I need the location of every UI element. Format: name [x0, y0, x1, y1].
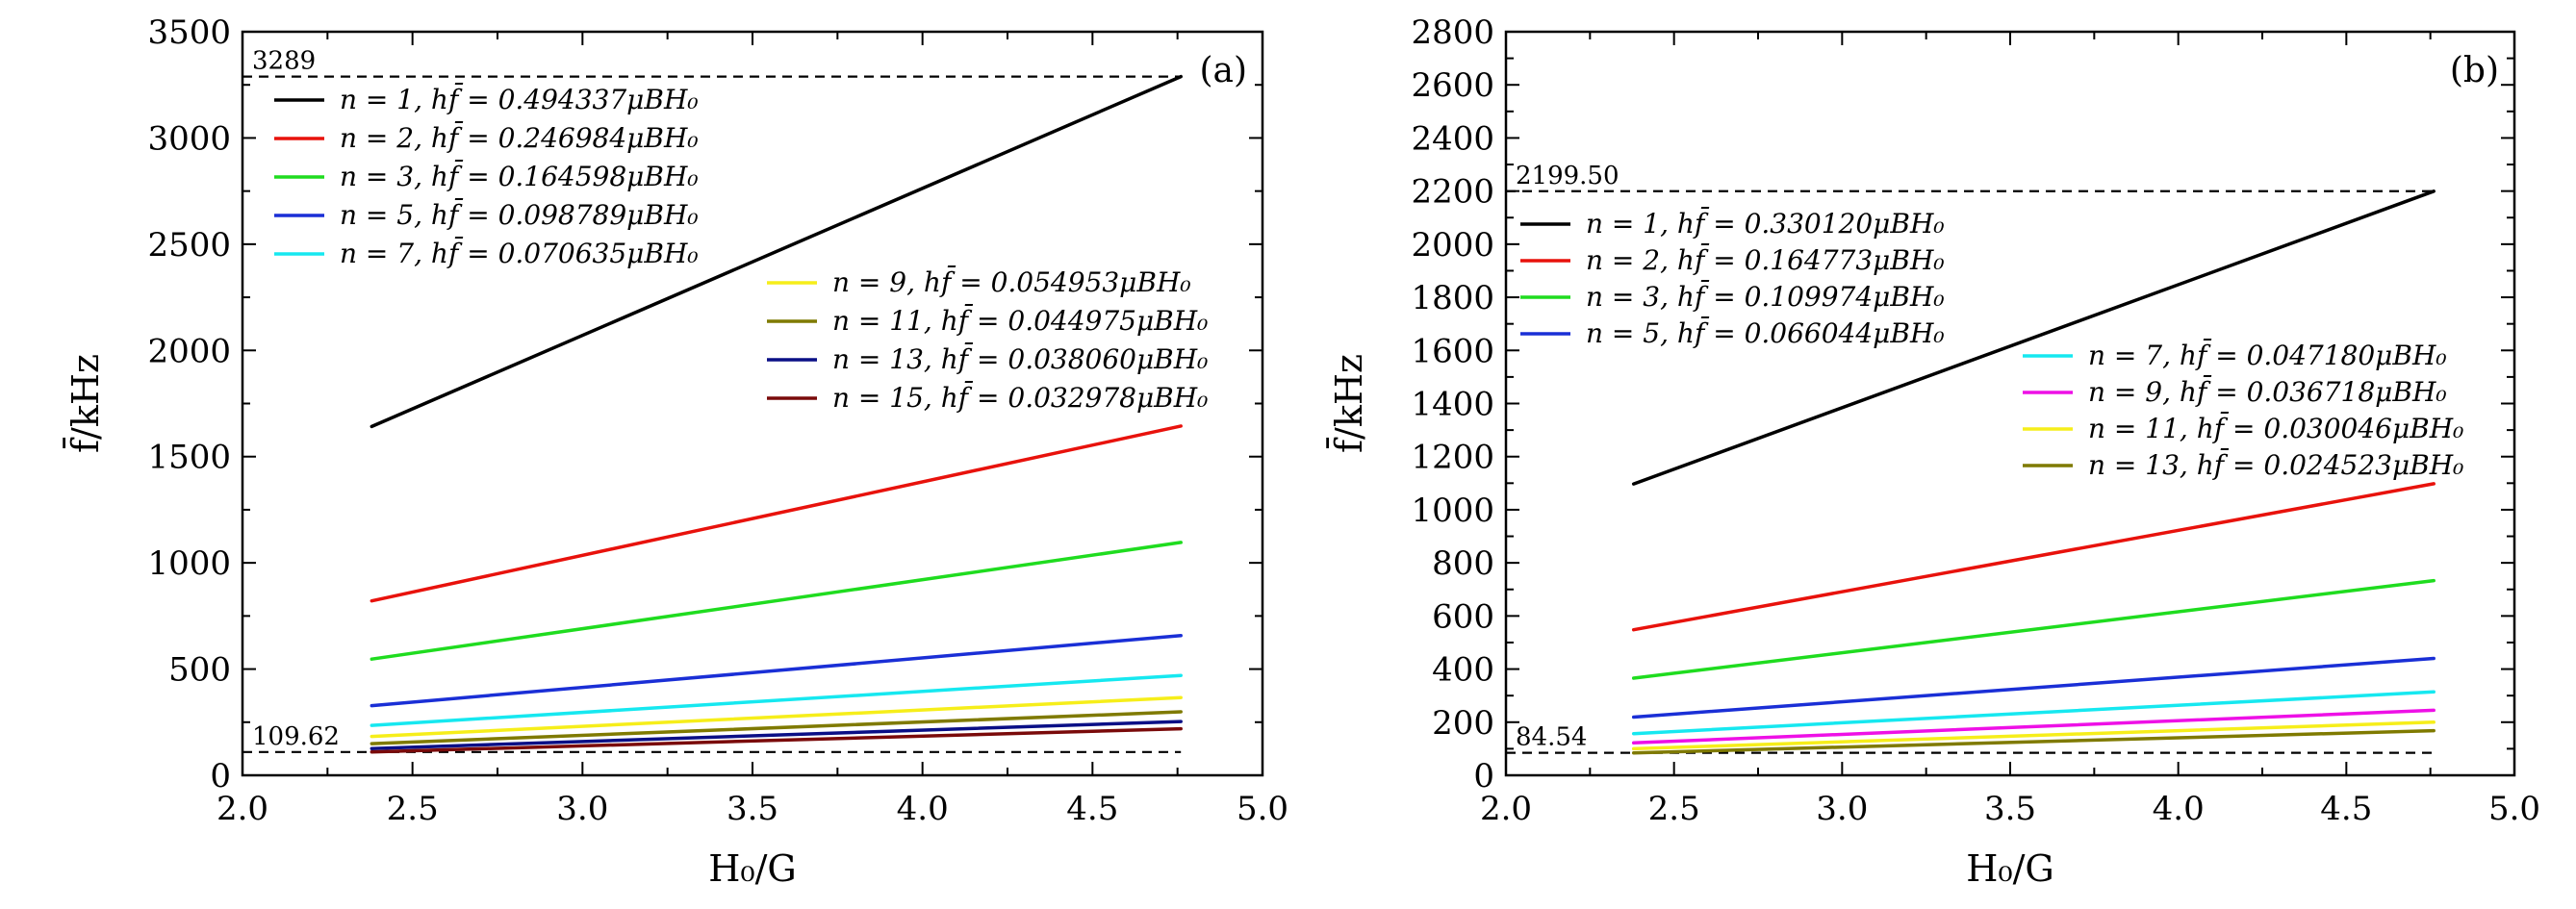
- reference-label: 2199.50: [1516, 162, 1620, 190]
- reference-label: 109.62: [252, 722, 340, 751]
- series-line: [370, 710, 1183, 745]
- series-line: [370, 695, 1183, 739]
- series-line: [370, 673, 1183, 727]
- x-tick-label: 2.5: [1648, 790, 1700, 828]
- series-line: [370, 633, 1183, 708]
- series-line: [1631, 189, 2436, 486]
- y-tick-label: 1000: [1411, 492, 1494, 530]
- panel-label: (b): [2450, 51, 2499, 90]
- legend-label: n = 13, hf̄ = 0.024523μBH₀: [2088, 447, 2463, 481]
- legend-label: n = 7, hf̄ = 0.047180μBH₀: [2088, 338, 2447, 371]
- x-tick-label: 4.0: [2153, 790, 2205, 828]
- y-tick-label: 2500: [147, 226, 231, 265]
- y-tick-label: 3000: [147, 119, 231, 158]
- x-tick-label: 4.5: [2320, 790, 2372, 828]
- y-tick-label: 0: [210, 757, 231, 795]
- legend-label: n = 9, hf̄ = 0.036718μBH₀: [2088, 374, 2447, 408]
- panel-label: (a): [1199, 51, 1247, 90]
- y-tick-label: 1400: [1411, 386, 1494, 424]
- series-line: [370, 424, 1183, 603]
- y-axis-title: f̄/kHz: [1327, 354, 1370, 453]
- panel-b: 2.0 2.5 3.0 3.5 4.0 4.5 5.0 0 200 400 600 800 1000 12…: [1327, 13, 2540, 890]
- reference-label: 84.54: [1516, 723, 1587, 752]
- y-tick-label: 1200: [1411, 439, 1494, 477]
- y-tick-label: 2800: [1411, 13, 1494, 52]
- series-line: [370, 541, 1183, 661]
- legend-label: n = 5, hf̄ = 0.098789μBH₀: [340, 197, 699, 231]
- y-tick-label: 800: [1432, 544, 1494, 583]
- series-line: [1631, 690, 2436, 736]
- x-tick-label: 2.0: [1480, 790, 1532, 828]
- x-axis-title: H₀/G: [1966, 847, 2054, 890]
- legend-label: n = 15, hf̄ = 0.032978μBH₀: [832, 380, 1208, 414]
- x-tick-label: 3.5: [727, 790, 778, 828]
- legend-label: n = 1, hf̄ = 0.330120μBH₀: [1586, 206, 1945, 240]
- y-tick-label: 2200: [1411, 173, 1494, 212]
- y-tick-label: 2000: [1411, 226, 1494, 265]
- y-tick-label: 1500: [147, 439, 231, 477]
- x-tick-label: 5.0: [1237, 790, 1288, 828]
- x-tick-label: 5.0: [2488, 790, 2540, 828]
- series-line: [1631, 578, 2436, 680]
- y-tick-label: 3500: [147, 13, 231, 52]
- series-line: [1631, 708, 2436, 745]
- legend-label: n = 11, hf̄ = 0.044975μBH₀: [832, 303, 1208, 337]
- legend-label: n = 2, hf̄ = 0.246984μBH₀: [340, 120, 699, 154]
- series-line: [1631, 728, 2436, 755]
- y-tick-label: 500: [168, 651, 231, 690]
- x-tick-label: 3.0: [1816, 790, 1868, 828]
- legend-label: n = 1, hf̄ = 0.494337μBH₀: [340, 82, 699, 115]
- reference-label: 3289: [252, 47, 316, 76]
- y-axis-title: f̄/kHz: [64, 354, 107, 453]
- legend-label: n = 5, hf̄ = 0.066044μBH₀: [1586, 316, 1945, 349]
- panel-a: 2.0 2.5 3.0 3.5 4.0 4.5 5.0 0 500 1000 1500 2000 250…: [64, 13, 1288, 890]
- series-line: [1631, 656, 2436, 720]
- series-line: [370, 74, 1183, 429]
- y-tick-label: 2400: [1411, 119, 1494, 158]
- y-tick-label: 2600: [1411, 66, 1494, 105]
- y-tick-label: 1800: [1411, 279, 1494, 317]
- legend-label: n = 2, hf̄ = 0.164773μBH₀: [1586, 242, 1945, 276]
- legend-label: n = 3, hf̄ = 0.164598μBH₀: [340, 159, 699, 192]
- series-line: [370, 726, 1183, 754]
- legend-label: n = 9, hf̄ = 0.054953μBH₀: [832, 265, 1191, 298]
- y-tick-label: 1000: [147, 544, 231, 583]
- legend-label: n = 3, hf̄ = 0.109974μBH₀: [1586, 279, 1945, 313]
- y-tick-label: 0: [1473, 757, 1494, 795]
- x-tick-label: 3.5: [1984, 790, 2036, 828]
- y-tick-label: 2000: [147, 332, 231, 370]
- x-tick-label: 2.5: [387, 790, 439, 828]
- legend-label: n = 11, hf̄ = 0.030046μBH₀: [2088, 411, 2463, 444]
- x-tick-label: 3.0: [556, 790, 608, 828]
- y-tick-label: 400: [1432, 651, 1494, 690]
- x-tick-label: 4.0: [897, 790, 949, 828]
- legend-label: n = 7, hf̄ = 0.070635μBH₀: [340, 236, 699, 269]
- series-line: [370, 720, 1183, 750]
- y-tick-label: 600: [1432, 597, 1494, 636]
- legend-label: n = 13, hf̄ = 0.038060μBH₀: [832, 341, 1208, 375]
- series-line: [1631, 720, 2436, 751]
- y-tick-label: 200: [1432, 704, 1494, 743]
- x-axis-title: H₀/G: [708, 847, 797, 890]
- x-tick-label: 4.5: [1066, 790, 1118, 828]
- y-tick-label: 1600: [1411, 332, 1494, 370]
- series-line: [1631, 482, 2436, 632]
- x-tick-label: 2.0: [217, 790, 268, 828]
